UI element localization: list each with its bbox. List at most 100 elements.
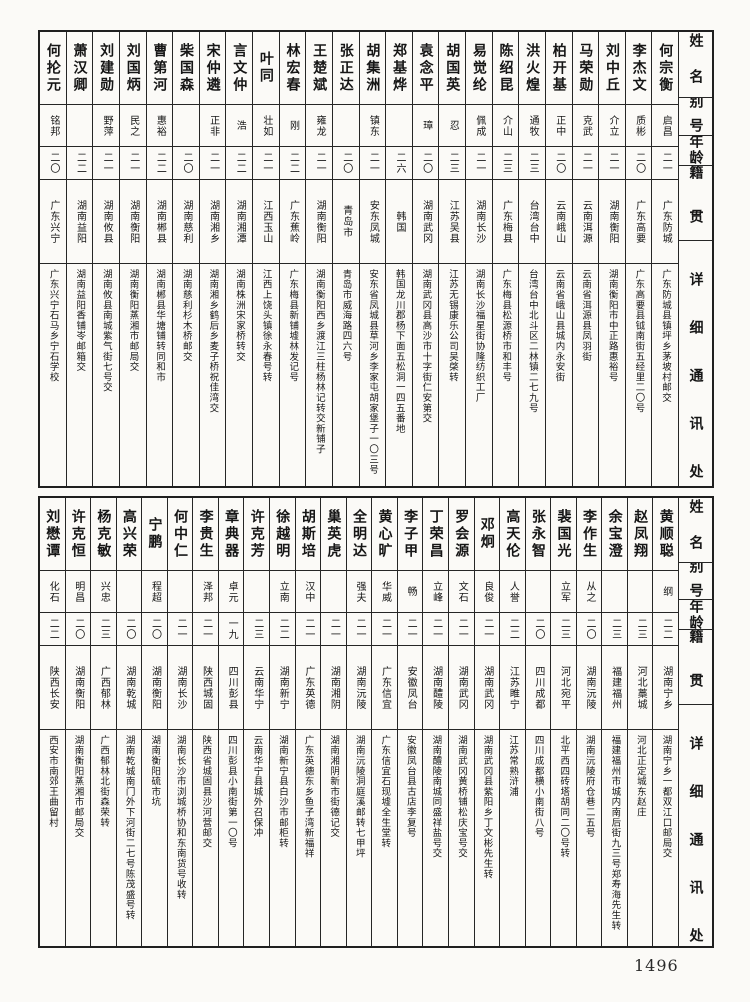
person-name: 易觉纶 xyxy=(470,42,487,94)
native-place-cell: 广东信宜 xyxy=(372,645,397,729)
address-cell: 安徽凤台县古店李复号 xyxy=(397,729,423,946)
native-place-cell: 湖南醴陵 xyxy=(423,645,448,729)
person-name: 宁鹏 xyxy=(146,517,163,551)
person-alias: 质彬 xyxy=(633,114,645,137)
person-native-place: 云南峨山 xyxy=(553,199,565,244)
person-column: 萧汉卿 二二 湖南益阳 湖南益阳香铺岺邮箱交 xyxy=(65,32,93,486)
person-address: 湖南新宁县白沙市邮柜转 xyxy=(277,735,289,849)
address-cell: 安东省凤城县草河乡李家屯胡家堡子一〇三号 xyxy=(359,263,386,486)
alias-cell: 文石 xyxy=(448,570,474,612)
native-place-cell: 广东英德 xyxy=(295,645,321,729)
alias-cell: 纲 xyxy=(653,570,678,612)
person-name: 李杰文 xyxy=(630,42,647,94)
person-name: 胡斯培 xyxy=(299,508,316,560)
address-cell: 云南省峨山县城内永安街 xyxy=(545,263,572,486)
alias-cell: 正中 xyxy=(545,104,572,146)
person-native-place: 湖南乾城 xyxy=(123,665,135,710)
person-age: 二一 xyxy=(580,152,592,174)
person-age: 一九 xyxy=(226,618,238,640)
person-name: 裴国光 xyxy=(555,508,572,560)
age-cell: 二二 xyxy=(279,146,306,179)
age-cell: 二一 xyxy=(193,612,218,645)
name-cell: 马荣勋 xyxy=(573,32,599,104)
person-address: 青岛市威海路四六号 xyxy=(340,269,352,362)
alias-cell: 通牧 xyxy=(519,104,545,146)
age-cell: 二一 xyxy=(199,146,226,179)
age-cell: 二〇 xyxy=(625,146,652,179)
native-place-cell: 湖南乾城 xyxy=(116,645,142,729)
age-cell: 二二 xyxy=(500,612,525,645)
name-cell: 李子甲 xyxy=(398,498,423,570)
alias-cell: 卓元 xyxy=(218,570,244,612)
person-native-place: 湖南武冈 xyxy=(481,665,493,710)
address-cell: 广东梅县新铺墟林发记号 xyxy=(279,263,306,486)
person-alias: 介山 xyxy=(500,114,512,137)
native-place-cell: 湖南益阳 xyxy=(66,179,93,263)
person-address: 湖南醴陵南城同盛祥盐号交 xyxy=(430,735,442,859)
person-name: 柴国森 xyxy=(177,42,194,94)
person-native-place: 青岛市 xyxy=(340,205,352,238)
person-address: 广东梅县新铺墟林发记号 xyxy=(287,269,299,383)
person-age: 二三 xyxy=(635,618,647,640)
alias-cell: 介山 xyxy=(492,104,519,146)
native-place-cell: 湖南沅陵 xyxy=(346,645,372,729)
name-cell: 刘建勋 xyxy=(93,32,119,104)
address-cell: 湖南乾城南门外下河街二七号陈茂盛号转 xyxy=(116,729,142,946)
alias-cell xyxy=(627,570,653,612)
person-name: 胡国英 xyxy=(444,42,461,94)
age-cell: 二一 xyxy=(448,612,474,645)
person-name: 张正达 xyxy=(337,42,354,94)
page-number: 1496 xyxy=(634,956,679,975)
person-name: 柏开基 xyxy=(550,42,567,94)
person-age: 二三 xyxy=(447,152,459,174)
person-native-place: 广东兴宁 xyxy=(47,199,59,244)
name-cell: 邓炯 xyxy=(475,498,500,570)
address-cell: 陕西省城固县沙河营邮交 xyxy=(193,729,218,946)
age-cell: 二〇 xyxy=(173,146,199,179)
person-address: 广东英德东乡鱼子湾新福祥 xyxy=(302,735,314,859)
person-address: 江苏常熟浒浦 xyxy=(507,735,519,797)
person-address: 湖南衡阳市中正路惠裕号 xyxy=(606,269,618,383)
person-native-place: 湖南沅陵 xyxy=(584,665,596,710)
person-name: 巢英虎 xyxy=(325,508,342,560)
address-cell: 湖南武冈黄桥铺松庆宝号交 xyxy=(448,729,474,946)
age-cell: 二〇 xyxy=(576,612,602,645)
person-age: 二一 xyxy=(660,152,672,174)
person-alias: 铭邦 xyxy=(47,114,59,137)
person-address: 韩国龙川郡杨下面五松洞一四五番地 xyxy=(393,269,405,434)
name-cell: 李作生 xyxy=(577,498,602,570)
native-place-cell: 湖南长沙 xyxy=(466,179,492,263)
address-cell: 江苏无锡康乐公司吴棨转 xyxy=(439,263,465,486)
person-native-place: 湖南武冈 xyxy=(456,665,468,710)
address-cell: 湖南株洲宋家桥转交 xyxy=(226,263,252,486)
person-address: 台湾台中北斗区二林镇二七九号 xyxy=(526,269,538,414)
person-address: 湖南武冈县高沙市十字街仁安第交 xyxy=(420,269,432,424)
person-alias: 野萍 xyxy=(101,114,113,137)
person-column: 何宗衡 启昌 二一 广东防城 广东防城县镇坪乡茅坡村邮交 xyxy=(651,32,678,486)
address-cell: 湖南慈利杉木桥邮交 xyxy=(173,263,199,486)
person-alias: 克武 xyxy=(580,114,592,137)
native-place-cell: 湖南衡阳 xyxy=(306,179,332,263)
person-column: 胡集洲 镇东 二一 安东凤城 安东省凤城县草河乡李家屯胡家堡子一〇三号 xyxy=(358,32,386,486)
person-age: 二三 xyxy=(98,618,110,640)
person-column: 王楚斌 雍龙 二一 湖南衡阳 湖南衡阳西乡渡江三柱杨林记转交新铺子 xyxy=(305,32,332,486)
person-name: 马荣勋 xyxy=(577,42,594,94)
person-address: 湖南沅陵洞庭溪邮转七甲坪 xyxy=(353,735,365,859)
native-place-cell: 湖南慈利 xyxy=(173,179,199,263)
alias-cell: 良俊 xyxy=(474,570,500,612)
person-native-place: 湖南慈利 xyxy=(180,199,192,244)
person-name: 叶同 xyxy=(257,51,274,85)
person-name: 黄心旷 xyxy=(376,508,393,560)
address-cell: 湖南宁乡一都双江口邮局交 xyxy=(653,729,678,946)
person-column: 赵凤翔 二三 河北藁城 河北正定城东赵庄 xyxy=(626,498,653,946)
age-cell: 二三 xyxy=(492,146,519,179)
address-cell: 广东高要县钺南街五经里二〇号 xyxy=(625,263,652,486)
header-age-label: 年龄 xyxy=(687,599,704,629)
person-age: 二二 xyxy=(154,152,166,174)
age-cell: 二一 xyxy=(306,146,332,179)
person-address: 江西上饶头镇徐永春号转 xyxy=(260,269,272,383)
native-place-cell: 江苏吴县 xyxy=(439,179,465,263)
person-address: 广西郁林北街森荣转 xyxy=(98,735,110,828)
address-cell: 云南省洱源县凤羽街 xyxy=(572,263,599,486)
person-native-place: 湖南沅陵 xyxy=(353,665,365,710)
